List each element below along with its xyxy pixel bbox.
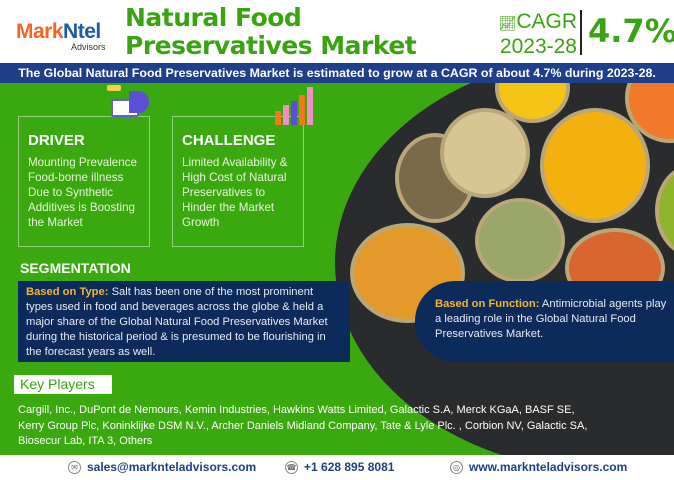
cagr-text: CAGR [516, 10, 577, 33]
challenge-heading: CHALLENGE [182, 132, 276, 149]
driver-card: DRIVER Mounting Prevalence Food-borne il… [18, 85, 150, 247]
challenge-card: CHALLENGE Limited Availability & High Co… [172, 87, 313, 247]
segment-type-label: Based on Type: [26, 286, 109, 298]
email-icon: ✉ [68, 460, 81, 474]
page-title: Natural Food Preservatives Market [125, 3, 417, 60]
cagr-period: 2023-28 [499, 35, 577, 58]
segment-type-text: Salt has been one of the most prominent … [26, 286, 328, 358]
title-line2: Preservatives Market [125, 31, 417, 60]
footer-phone[interactable]: ☎ +1 628 895 8081 [285, 460, 394, 474]
megaphone-laptop-icon [107, 85, 149, 121]
logo-part2: Ntel [63, 20, 101, 43]
logo-part1: Mark [16, 20, 64, 43]
main-panel: DRIVER Mounting Prevalence Food-borne il… [0, 83, 674, 455]
email-link[interactable]: sales@marknteladvisors.com [87, 460, 257, 474]
logo-subtitle: Advisors [71, 42, 106, 52]
bar-chart-growth-icon [275, 85, 319, 125]
phone-link[interactable]: +1 628 895 8081 [304, 460, 395, 474]
footer: ✉ sales@marknteladvisors.com ☎ +1 628 895 … [0, 455, 674, 480]
key-players-list: Cargill, Inc., DuPont de Nemours, Kemin … [18, 404, 588, 447]
logo: MarkNtel [16, 20, 101, 44]
segment-function-text: Antimicrobial agents play a leading role… [435, 298, 667, 340]
header: MarkNtel Advisors Natural Food Preservati… [0, 0, 674, 63]
globe-icon: ◎ [450, 460, 463, 474]
footer-email[interactable]: ✉ sales@marknteladvisors.com [68, 460, 256, 474]
title-line1: Natural Food [125, 3, 302, 32]
preserved-food-jars-image [335, 83, 674, 455]
growth-chart-icon: 📈︎ [498, 15, 517, 31]
segmentation-heading: SEGMENTATION [20, 260, 131, 276]
segment-type-box: Based on Type: Salt has been one of the … [18, 281, 350, 362]
challenge-text: Limited Availability & High Cost of Natu… [182, 156, 288, 229]
divider [580, 10, 582, 55]
driver-heading: DRIVER [28, 132, 85, 149]
cagr-value: 4.7% [588, 12, 674, 50]
cagr-label: 📈︎CAGR 2023-28 [492, 10, 577, 58]
key-players-heading: Key Players [14, 375, 112, 394]
driver-text: Mounting Prevalence Food-borne illness D… [28, 156, 137, 229]
website-link[interactable]: www.marknteladvisors.com [469, 460, 628, 474]
footer-website[interactable]: ◎ www.marknteladvisors.com [450, 460, 627, 474]
segment-function-label: Based on Function: [435, 298, 540, 310]
phone-icon: ☎ [285, 460, 298, 474]
summary-banner: The Global Natural Food Preservatives Ma… [0, 63, 674, 83]
segment-function-box: Based on Function: Antimicrobial agents … [415, 281, 674, 362]
